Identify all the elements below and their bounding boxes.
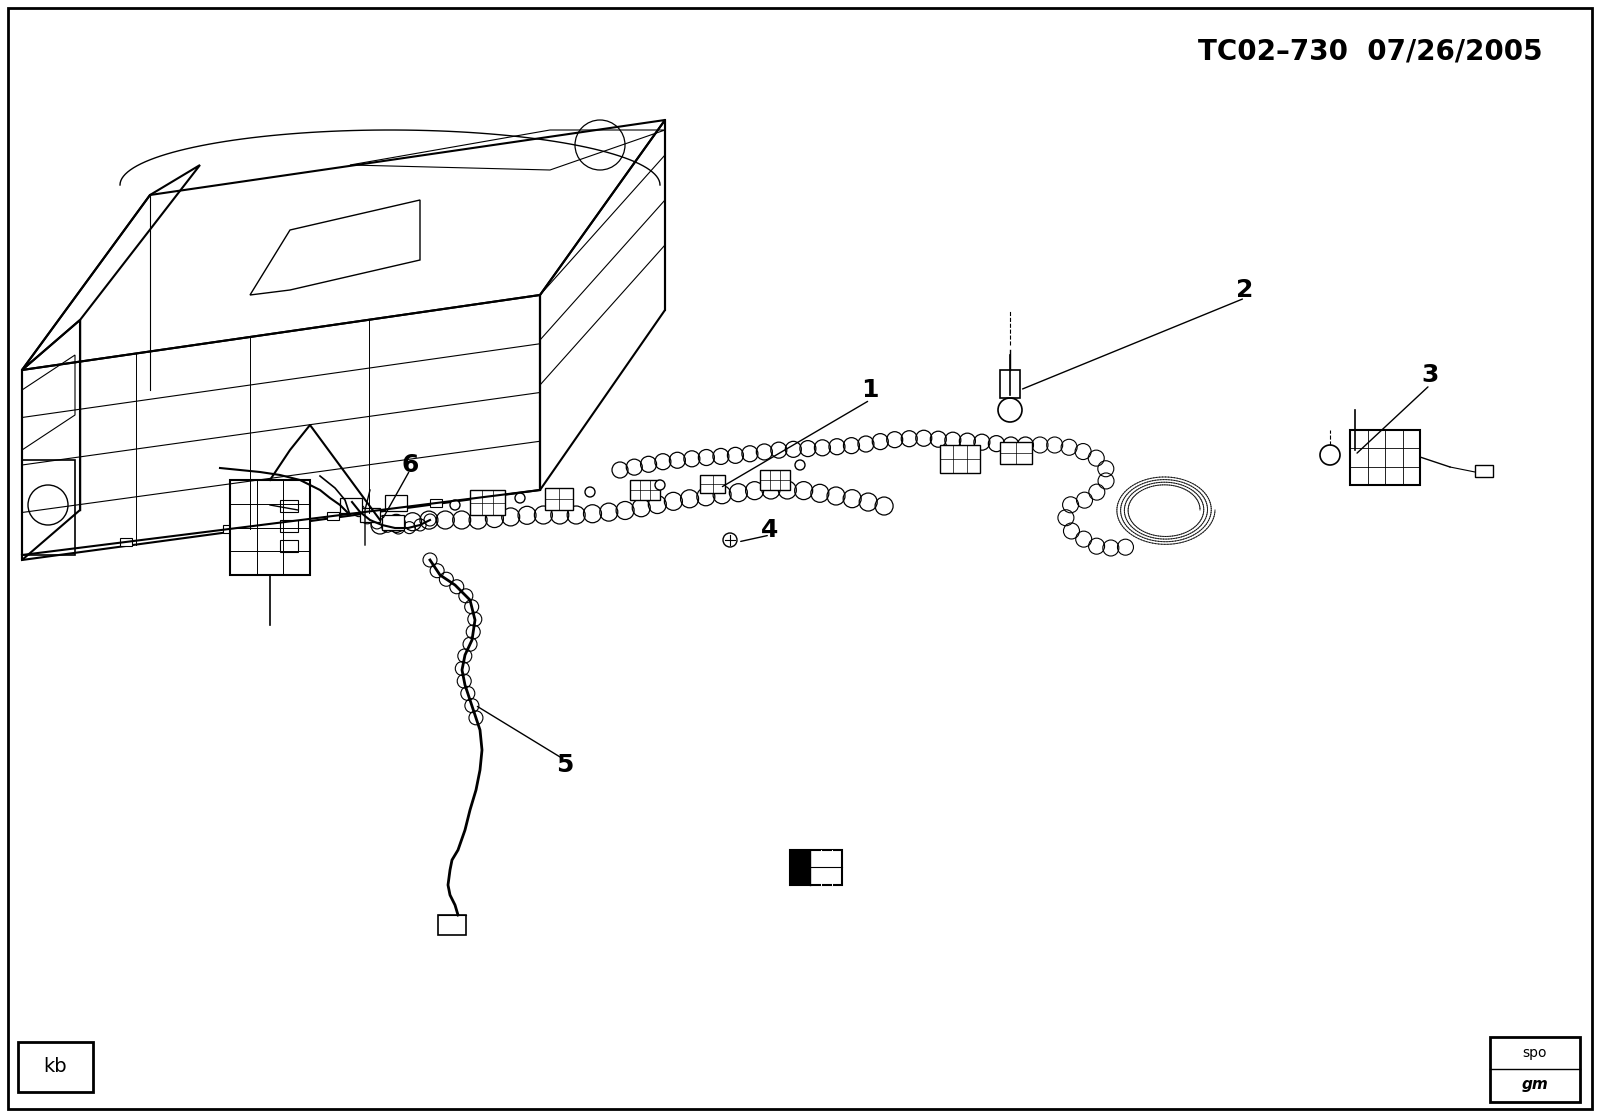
Bar xyxy=(382,515,403,529)
Bar xyxy=(120,538,131,546)
Bar xyxy=(1490,1037,1581,1102)
Bar xyxy=(1475,465,1493,477)
Bar xyxy=(224,525,235,533)
Bar xyxy=(360,508,381,522)
Circle shape xyxy=(586,487,595,497)
Bar xyxy=(630,480,661,500)
Bar xyxy=(326,512,339,521)
Bar xyxy=(1000,370,1021,398)
Circle shape xyxy=(515,493,525,503)
Circle shape xyxy=(654,480,666,490)
Bar xyxy=(438,915,466,935)
Bar xyxy=(1000,442,1032,464)
Bar xyxy=(280,500,298,512)
Text: 1: 1 xyxy=(861,378,878,402)
Bar xyxy=(280,521,298,532)
Text: kb: kb xyxy=(43,1058,67,1077)
Bar xyxy=(230,480,310,575)
Bar xyxy=(546,488,573,510)
Text: spo: spo xyxy=(1523,1046,1547,1060)
Text: 2: 2 xyxy=(1237,278,1254,302)
Bar xyxy=(941,445,979,472)
Bar xyxy=(790,850,810,885)
Bar xyxy=(701,475,725,493)
Bar xyxy=(760,470,790,490)
Text: gm: gm xyxy=(1522,1078,1549,1092)
Circle shape xyxy=(795,460,805,470)
Bar xyxy=(1350,430,1421,485)
Bar xyxy=(280,540,298,552)
Bar xyxy=(790,850,842,885)
Text: 5: 5 xyxy=(557,753,574,777)
Text: 4: 4 xyxy=(762,518,779,542)
Circle shape xyxy=(450,500,461,510)
Bar xyxy=(386,495,406,510)
Bar xyxy=(339,498,362,513)
Bar xyxy=(470,490,506,515)
Text: 3: 3 xyxy=(1421,363,1438,386)
Bar xyxy=(430,499,442,507)
Text: TC02–730  07/26/2005: TC02–730 07/26/2005 xyxy=(1198,38,1542,66)
Text: 6: 6 xyxy=(402,454,419,477)
Bar xyxy=(18,1042,93,1092)
